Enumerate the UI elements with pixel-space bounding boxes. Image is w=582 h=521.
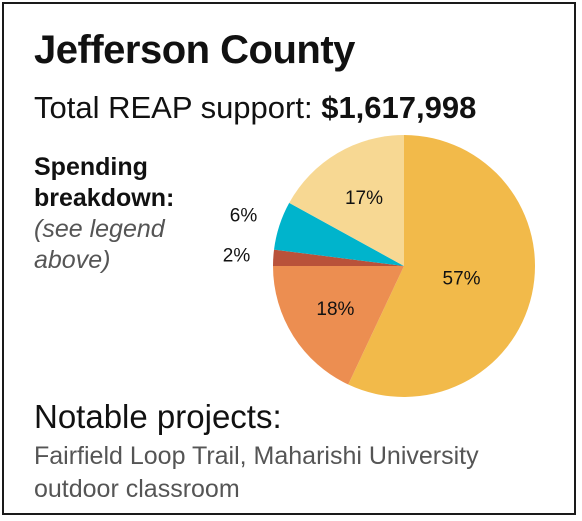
support-amount: $1,617,998 <box>321 90 477 125</box>
pie-slice-57 <box>348 135 535 397</box>
pie-slices <box>273 135 535 397</box>
pie-slice-17 <box>289 135 404 266</box>
pie-slice-6 <box>274 202 404 266</box>
pie-label-18: 18% <box>316 299 354 320</box>
pie-label-6: 6% <box>230 205 258 226</box>
pie-chart: 57% 18% 2% 6% 17% <box>223 135 535 397</box>
pie-label-17: 17% <box>345 188 383 209</box>
support-label: Total REAP support: <box>34 90 313 125</box>
pie-label-2: 2% <box>223 245 251 266</box>
pie-slice-2 <box>273 249 404 266</box>
county-card: Jefferson County Total REAP support: $1,… <box>2 2 576 515</box>
total-support: Total REAP support: $1,617,998 <box>34 90 476 126</box>
breakdown-note: (see legend above) <box>34 215 165 274</box>
projects-list: Fairfield Loop Trail, Maharishi Universi… <box>34 442 479 503</box>
breakdown-heading: Spending breakdown: <box>34 153 175 212</box>
projects-heading: Notable projects: <box>34 398 282 435</box>
pie-label-57: 57% <box>443 268 481 289</box>
spending-breakdown: Spending breakdown: (see legend above) <box>34 152 244 276</box>
pie-labels: 57% 18% 2% 6% 17% <box>223 188 481 320</box>
county-title: Jefferson County <box>34 28 355 72</box>
pie-slice-18 <box>273 266 404 385</box>
